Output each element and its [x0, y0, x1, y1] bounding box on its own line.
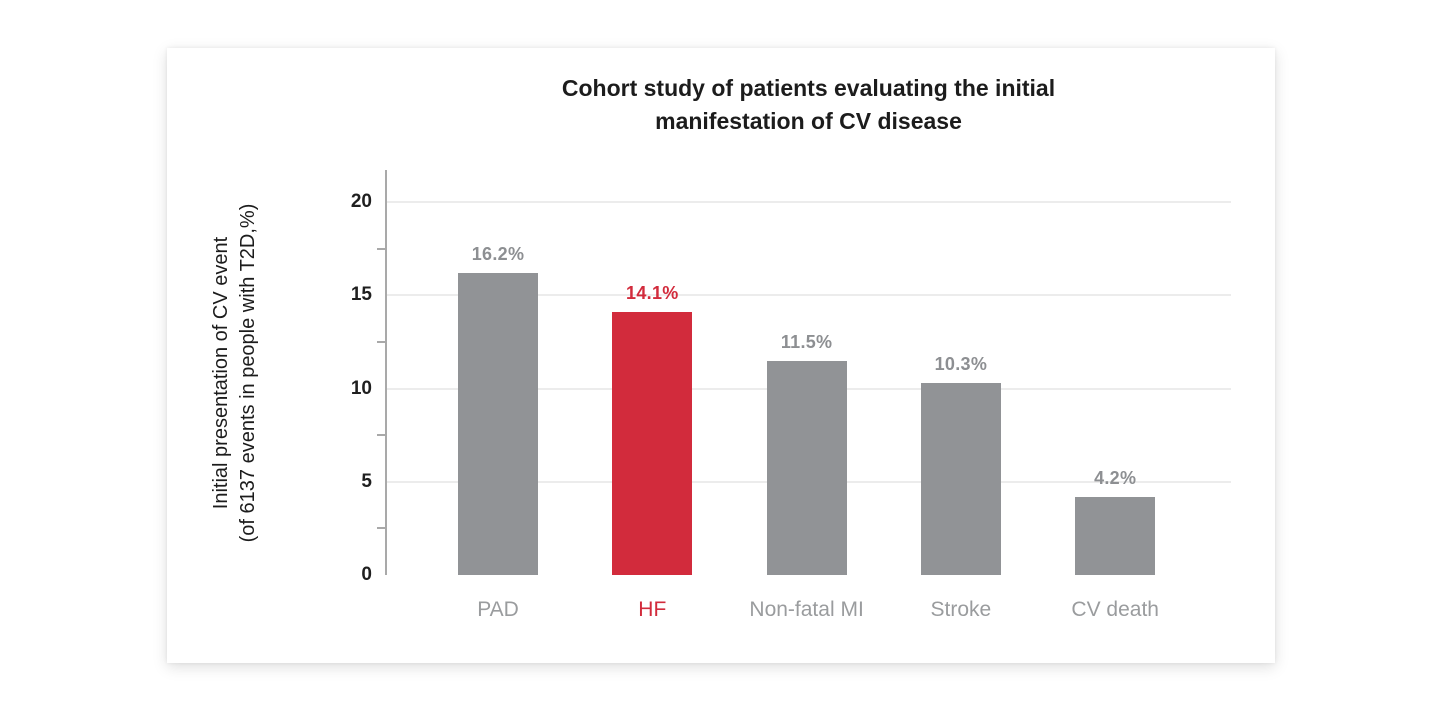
y-tick-label-10: 10 — [350, 377, 372, 399]
value-label-pad: 16.2% — [471, 243, 525, 264]
gridline-y-15 — [386, 294, 1231, 297]
bar-hf — [612, 312, 693, 575]
y-axis-title: Initial presentation of CV event (of 613… — [208, 204, 262, 543]
y-tick-label-20: 20 — [350, 191, 372, 212]
y-axis-line — [385, 170, 387, 575]
plot-area: 0 5 10 15 20 16.2% 14.1% 11.5% 10.3% 4.2% — [351, 170, 1231, 585]
category-label-non-fatal-mi: Non-fatal MI — [749, 598, 864, 621]
bar-non-fatal-mi — [766, 360, 847, 575]
y-tick-label-5: 5 — [361, 470, 372, 492]
y-axis-title-line1: Initial presentation of CV event — [210, 236, 232, 510]
y-tick-label-15: 15 — [350, 284, 372, 306]
y-axis-minor-tick — [377, 247, 385, 250]
value-label-non-fatal-mi: 11.5% — [780, 331, 833, 352]
y-axis-minor-tick — [377, 527, 385, 530]
chart-title-text: Cohort study of patients evaluating the … — [561, 75, 1056, 134]
y-tick-label-0: 0 — [361, 564, 372, 585]
bar-pad — [458, 272, 538, 575]
y-axis-minor-tick — [377, 340, 385, 343]
chart-card: Cohort study of patients evaluating the … — [167, 48, 1275, 663]
value-label-cv-death: 4.2% — [1094, 467, 1137, 488]
category-label-stroke: Stroke — [930, 598, 992, 621]
chart-title: Cohort study of patients evaluating the … — [386, 72, 1231, 138]
bar-cv-death — [1075, 496, 1156, 575]
category-label-cv-death: CV death — [1071, 598, 1159, 621]
category-label-pad: PAD — [477, 598, 519, 621]
value-label-stroke: 10.3% — [934, 353, 988, 374]
category-label-hf: HF — [638, 598, 667, 621]
y-axis-minor-tick — [377, 434, 385, 437]
x-axis-labels: PAD HF Non-fatal MI Stroke CV death — [386, 598, 1231, 632]
value-label-hf: 14.1% — [626, 283, 679, 304]
gridline-y-20 — [386, 201, 1231, 203]
y-axis-title-line2: (of 6137 events in people with T2D,%) — [237, 203, 259, 543]
bar-stroke — [920, 382, 1001, 575]
